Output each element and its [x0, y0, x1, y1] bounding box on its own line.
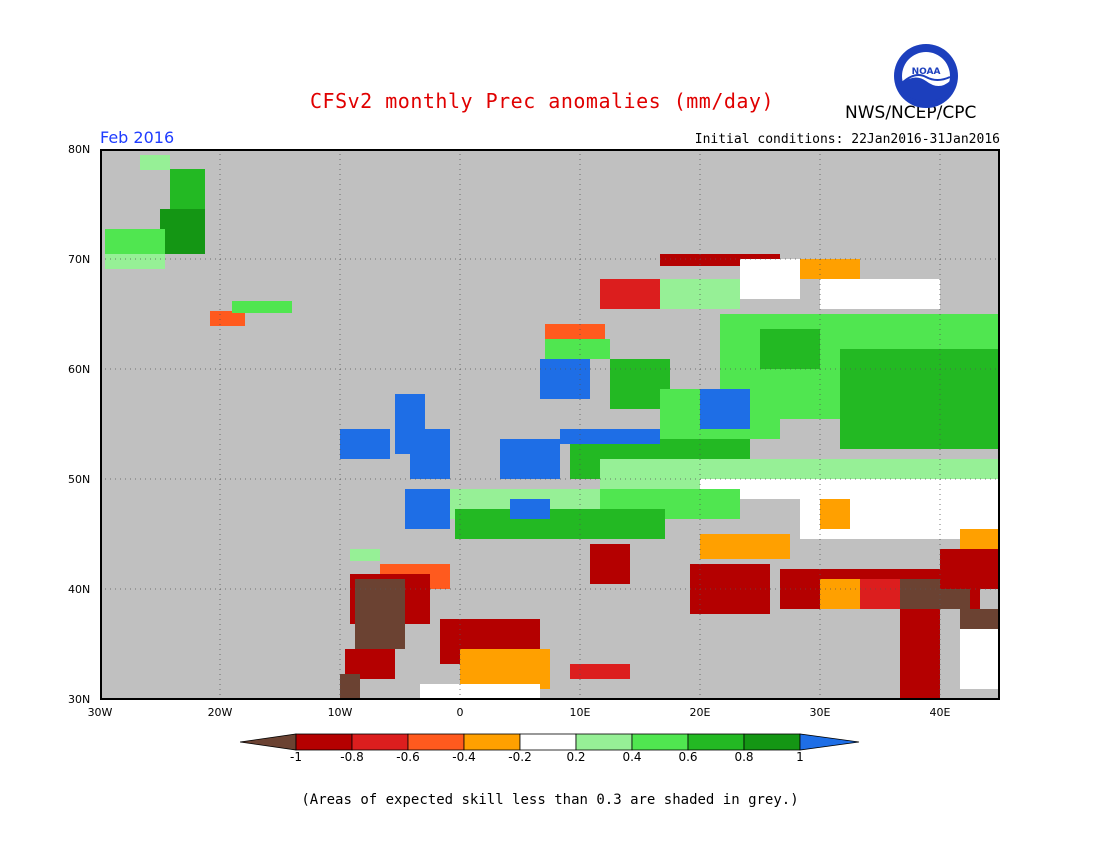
colorbar-label: -1 [290, 750, 302, 764]
lon-label-30e: 30E [809, 706, 831, 719]
initial-conditions: Initial conditions: 22Jan2016-31Jan2016 [694, 132, 1000, 147]
colorbar-swatch-6 [575, 733, 633, 751]
colorbar-swatch-9 [743, 733, 801, 751]
lat-label-70n: 70N [68, 253, 91, 266]
lat-label-30n: 30N [68, 693, 91, 706]
colorbar-label: 0.2 [566, 750, 586, 764]
lon-label-30w: 30W [87, 706, 113, 719]
anomaly-cells [105, 155, 1000, 700]
colorbar-swatch-max [799, 733, 860, 751]
colorbar-label: 1 [796, 750, 804, 764]
colorbar-label: 0.4 [622, 750, 642, 764]
lat-label-50n: 50N [68, 473, 91, 486]
colorbar-label: 0.8 [734, 750, 754, 764]
lon-label-40e: 40E [929, 706, 951, 719]
colorbar [240, 733, 860, 751]
lat-label-80n: 80N [68, 143, 91, 156]
colorbar-label: 0.6 [678, 750, 698, 764]
lon-label-0: 0 [456, 706, 464, 719]
skill-footnote: (Areas of expected skill less than 0.3 a… [301, 792, 799, 808]
colorbar-label: -0.2 [508, 750, 532, 764]
lon-label-20e: 20E [689, 706, 711, 719]
colorbar-label: -0.4 [452, 750, 476, 764]
colorbar-swatch-5 [519, 733, 577, 751]
lon-label-10w: 10W [327, 706, 353, 719]
lon-label-10e: 10E [569, 706, 591, 719]
colorbar-swatch-min [240, 733, 297, 751]
gridlines [100, 149, 1000, 700]
lat-label-40n: 40N [68, 583, 91, 596]
lat-label-60n: 60N [68, 363, 91, 376]
logo-text: NOAA [912, 67, 941, 77]
chart-title: CFSv2 monthly Prec anomalies (mm/day) [310, 89, 775, 113]
colorbar-swatch-1 [295, 733, 353, 751]
colorbar-label: -0.6 [396, 750, 420, 764]
colorbar-swatch-2 [351, 733, 409, 751]
colorbar-swatch-8 [687, 733, 745, 751]
colorbar-label: -0.8 [340, 750, 364, 764]
forecast-month: Feb 2016 [100, 128, 175, 147]
agency-label: NWS/NCEP/CPC [845, 103, 977, 123]
colorbar-swatch-4 [463, 733, 521, 751]
lon-label-20w: 20W [207, 706, 233, 719]
colorbar-swatch-7 [631, 733, 689, 751]
map-frame [100, 149, 1000, 700]
noaa-logo: NOAA [894, 44, 958, 108]
colorbar-swatch-3 [407, 733, 465, 751]
anomaly-map [100, 149, 1000, 700]
